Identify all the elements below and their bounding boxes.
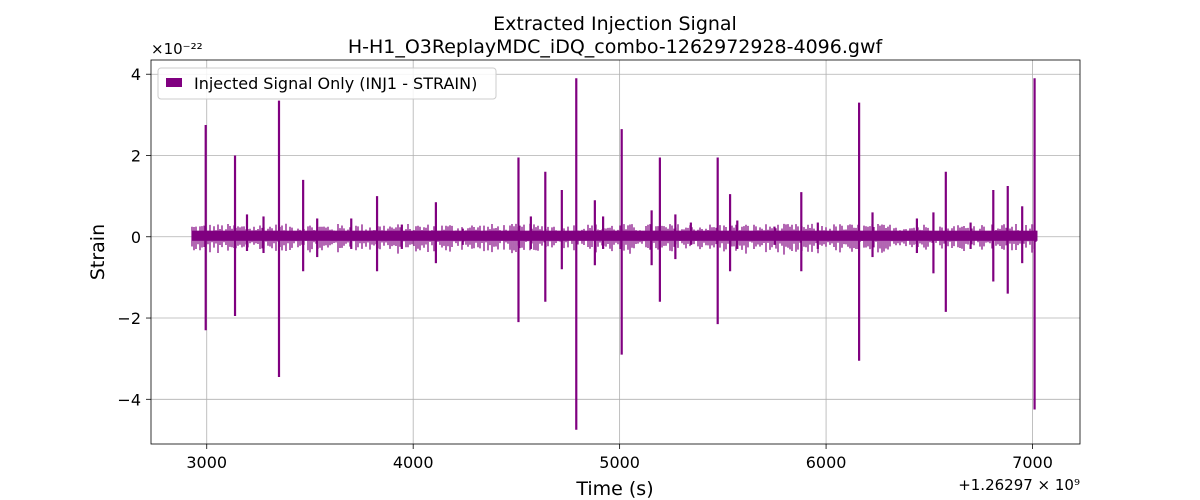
y-axis-label: Strain bbox=[87, 224, 109, 280]
plot-frame bbox=[150, 59, 1081, 445]
signal-noise bbox=[191, 223, 1037, 255]
plot-area bbox=[150, 59, 1081, 445]
x-offset-label: +1.26297 × 10⁹ bbox=[958, 476, 1080, 494]
y-tick-label: −4 bbox=[117, 390, 141, 409]
y-tick-label: 4 bbox=[131, 65, 141, 84]
x-tick-label: 7000 bbox=[1012, 453, 1053, 472]
y-tick-label: 0 bbox=[131, 228, 141, 247]
x-axis-label: Time (s) bbox=[575, 478, 653, 500]
x-tick-label: 5000 bbox=[599, 453, 640, 472]
y-tick-label: 2 bbox=[131, 146, 141, 165]
data-layer bbox=[191, 78, 1038, 430]
x-axis: 3000 4000 5000 6000 7000 bbox=[186, 444, 1053, 472]
x-tick-label: 3000 bbox=[186, 453, 227, 472]
plot-background bbox=[151, 60, 1080, 444]
signal-background-band bbox=[191, 230, 1038, 241]
legend: Injected Signal Only (INJ1 - STRAIN) bbox=[157, 67, 497, 100]
legend-swatch bbox=[166, 78, 182, 87]
chart-title-line-1: Extracted Injection Signal bbox=[493, 13, 737, 35]
chart-title-line-2: H-H1_O3ReplayMDC_iDQ_combo-1262972928-40… bbox=[348, 36, 884, 58]
x-tick-label: 4000 bbox=[393, 453, 434, 472]
legend-label: Injected Signal Only (INJ1 - STRAIN) bbox=[194, 74, 477, 93]
y-tick-label: −2 bbox=[117, 309, 141, 328]
y-scale-label: ×10⁻²² bbox=[151, 40, 203, 58]
x-tick-label: 6000 bbox=[806, 453, 847, 472]
y-axis: −4 −2 0 2 4 bbox=[117, 65, 151, 409]
legend-box bbox=[157, 67, 497, 100]
